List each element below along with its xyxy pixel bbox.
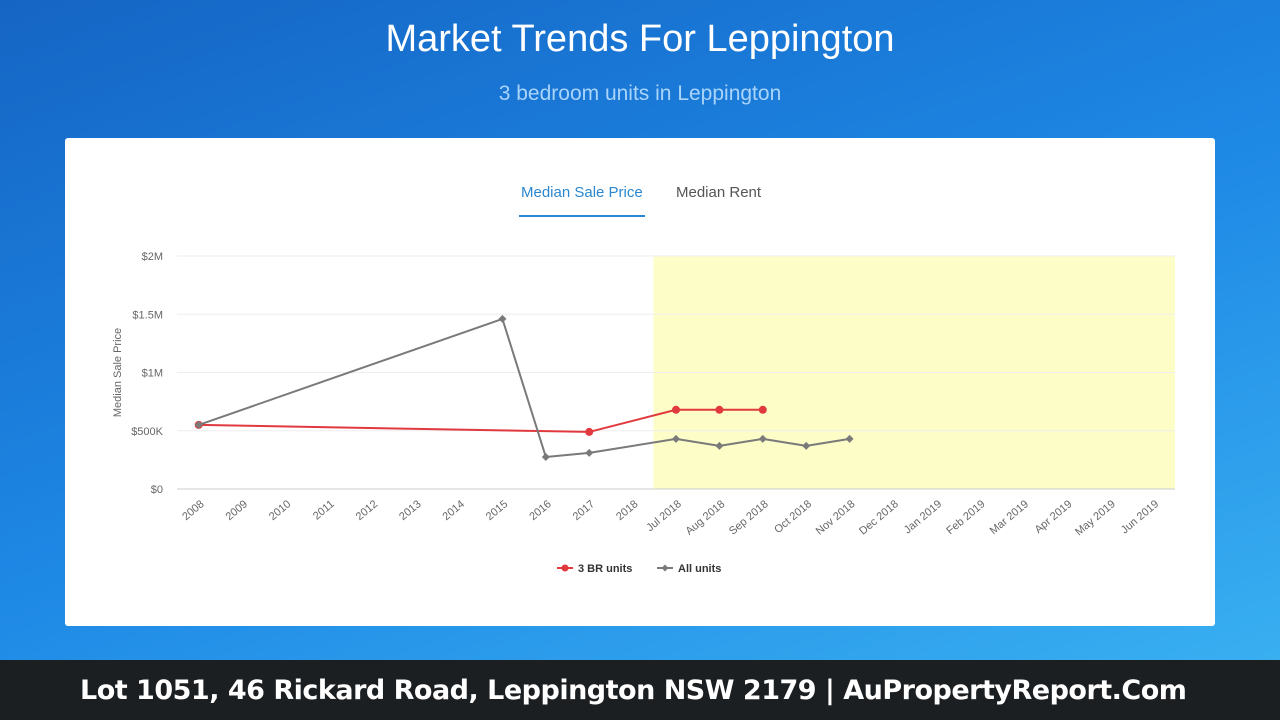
point bbox=[715, 441, 724, 450]
series-segment bbox=[762, 437, 807, 447]
y-tick-label: $2M bbox=[142, 251, 163, 263]
legend-item: 3 BR units bbox=[557, 563, 632, 575]
x-tick-label: Mar 2019 bbox=[988, 498, 1031, 537]
tab[interactable]: Median Rent bbox=[676, 184, 762, 201]
y-tick-label: $500K bbox=[131, 426, 163, 438]
series-segment bbox=[545, 451, 590, 458]
point bbox=[845, 434, 854, 443]
chart: $0 $500K $1M $1.5M $2M Median Sale Price 2008 2… bbox=[112, 251, 1175, 575]
x-tick-label: Feb 2019 bbox=[944, 498, 987, 537]
footer: Lot 1051, 46 Rickard Road, Leppington NS… bbox=[0, 660, 1280, 720]
x-tick-label: 2011 bbox=[311, 498, 337, 522]
point bbox=[715, 405, 724, 414]
x-tick-label: May 2019 bbox=[1073, 498, 1118, 538]
x-tick-label: 2018 bbox=[614, 498, 640, 523]
series-segment bbox=[588, 408, 677, 433]
x-tick-label: Jan 2019 bbox=[902, 498, 944, 536]
y-tick-label: $1.5M bbox=[132, 309, 163, 321]
series-segment bbox=[806, 437, 850, 447]
point bbox=[672, 405, 680, 414]
series-segment bbox=[675, 437, 720, 447]
point bbox=[758, 405, 767, 414]
point bbox=[672, 434, 680, 443]
page-subtitle: 3 bedroom units in Leppington bbox=[498, 82, 782, 105]
point bbox=[541, 452, 550, 461]
tab[interactable]: Median Sale Price bbox=[519, 184, 645, 217]
x-tick-label: Jun 2019 bbox=[1119, 498, 1161, 536]
page-title: Market Trends For Leppington bbox=[385, 18, 895, 60]
x-tick-label: Apr 2019 bbox=[1033, 498, 1075, 536]
point bbox=[194, 420, 203, 429]
x-tick-label: 2010 bbox=[267, 498, 293, 523]
x-tick-label: 2015 bbox=[484, 498, 510, 523]
x-tick-label: 2017 bbox=[571, 498, 597, 523]
series-segment bbox=[198, 423, 590, 433]
legend-marker bbox=[561, 564, 569, 572]
point bbox=[498, 314, 507, 323]
point bbox=[758, 434, 767, 443]
point bbox=[802, 441, 811, 450]
chart-card: Median Sale Price Median Rent $0 $500K $1M… bbox=[65, 138, 1215, 626]
legend-marker bbox=[661, 564, 669, 572]
legend-label: 3 BR units bbox=[578, 563, 632, 575]
x-tick-label: 2014 bbox=[441, 498, 467, 523]
x-tick-label: Jul 2018 bbox=[644, 498, 684, 534]
x-tick-label: 2009 bbox=[224, 498, 250, 523]
legend-label: All units bbox=[678, 563, 721, 575]
x-tick-label: Dec 2018 bbox=[857, 498, 901, 537]
legend-item: All units bbox=[657, 563, 721, 575]
y-tick-label: $1M bbox=[142, 368, 163, 380]
series-segment bbox=[501, 318, 547, 458]
series-segment bbox=[719, 437, 763, 447]
x-tick-label: 2012 bbox=[354, 498, 380, 523]
x-tick-label: 2008 bbox=[180, 498, 206, 523]
x-tick-label: Oct 2018 bbox=[772, 498, 814, 536]
x-tick-label: 2013 bbox=[397, 498, 423, 523]
series-segment bbox=[589, 437, 677, 454]
x-tick-label: Aug 2018 bbox=[684, 498, 728, 537]
point bbox=[585, 427, 594, 436]
y-tick-label: $0 bbox=[151, 484, 163, 496]
y-axis-label: Median Sale Price bbox=[112, 328, 124, 417]
x-tick-label: Nov 2018 bbox=[814, 498, 858, 537]
series-segment bbox=[198, 317, 503, 426]
point bbox=[585, 448, 594, 457]
x-tick-label: 2016 bbox=[527, 498, 553, 523]
x-tick-label: Sep 2018 bbox=[727, 498, 771, 537]
